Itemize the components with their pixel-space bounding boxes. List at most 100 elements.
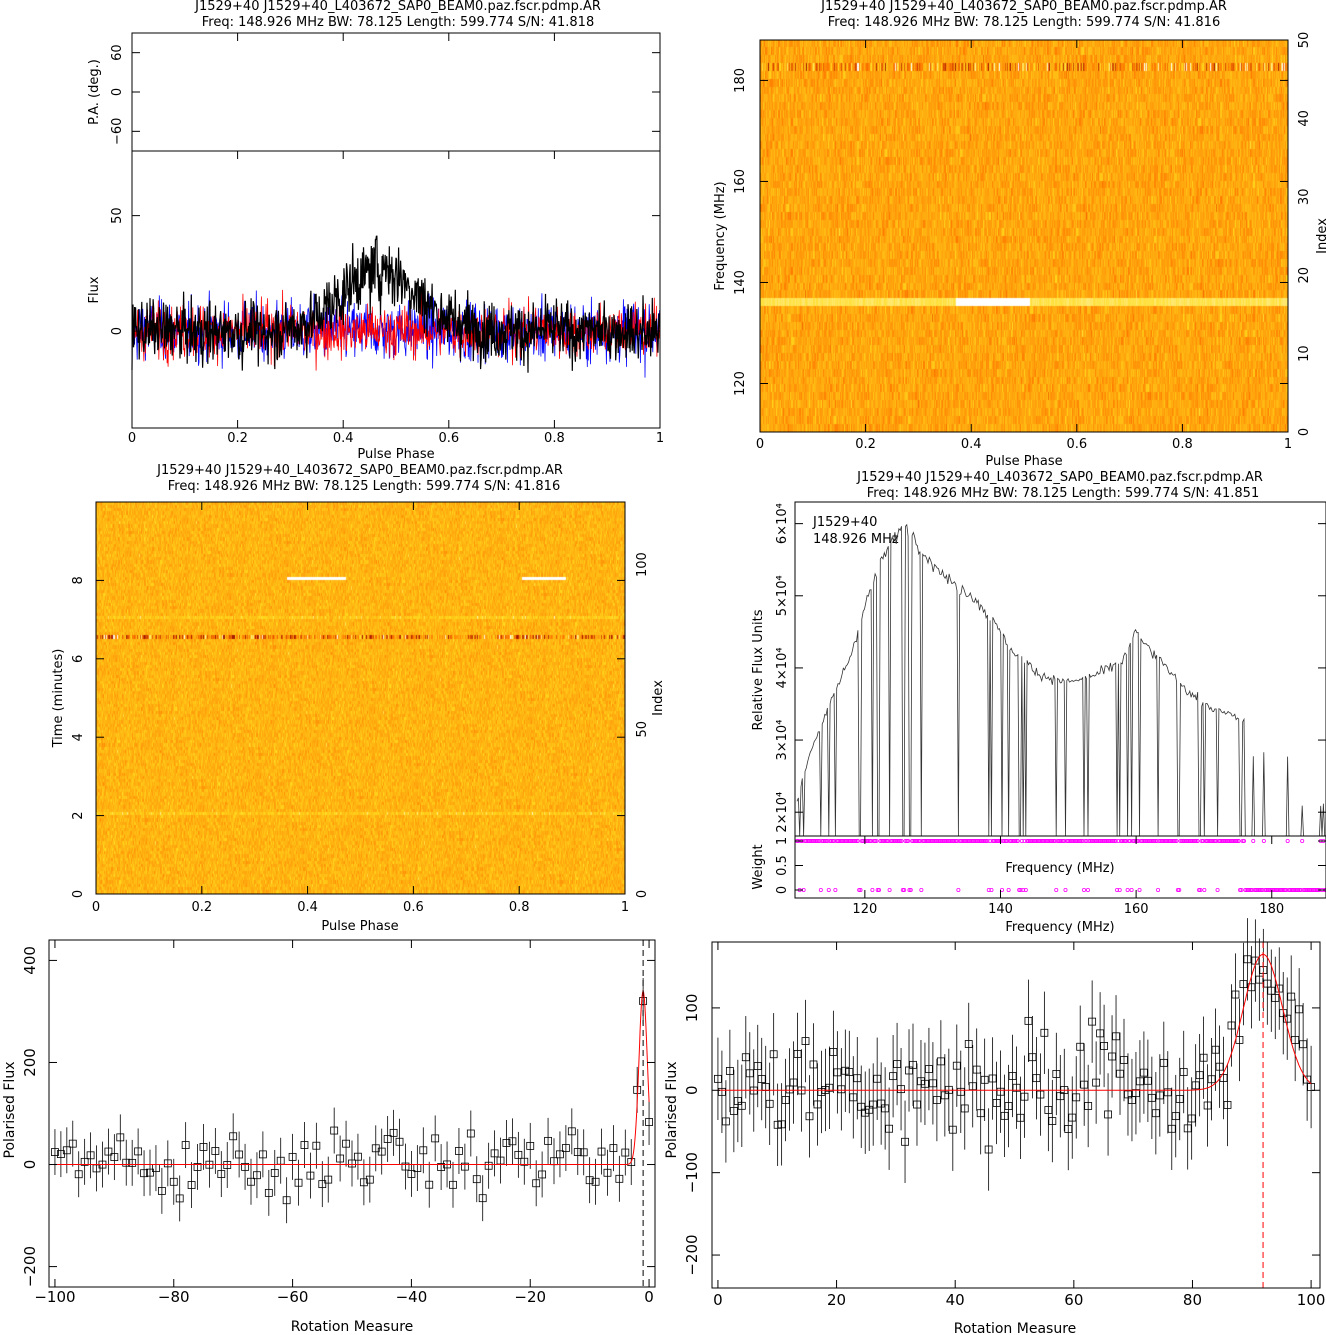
rm-positive-point	[1052, 1032, 1061, 1116]
rm-positive-ylabel: Polarised Flux	[664, 1062, 680, 1159]
point-marker	[419, 1146, 428, 1155]
point-marker	[769, 1050, 778, 1059]
point-marker	[1028, 1053, 1037, 1062]
point-marker	[996, 1087, 1005, 1096]
weight-ylabel: Weight	[751, 844, 766, 889]
rm-negative-x-tick-label: −20	[514, 1288, 546, 1306]
bandpass-y-tick-label: 6×10⁴	[775, 503, 790, 544]
time-phase-x-tick-label: 1	[621, 900, 629, 915]
weight-marker	[962, 839, 967, 844]
weight-marker	[1169, 839, 1174, 844]
rm-positive-point	[753, 1024, 762, 1108]
rm-positive-point	[1088, 980, 1097, 1063]
weight-marker	[1030, 839, 1035, 844]
rm-negative-point	[538, 1151, 547, 1198]
point-marker	[591, 1177, 600, 1186]
weight-marker	[1235, 839, 1240, 844]
point-marker	[964, 1040, 973, 1048]
weight-marker	[1297, 888, 1302, 893]
profile-x-tick-label: 0	[128, 431, 136, 446]
weight-marker	[961, 839, 966, 844]
rm-negative-point	[134, 1128, 143, 1175]
weight-marker	[996, 839, 1001, 844]
weight-marker	[886, 839, 891, 844]
rm-positive-point	[1267, 949, 1276, 1032]
weight-marker	[1256, 888, 1261, 893]
weight-marker	[912, 839, 917, 844]
rm-negative-point	[300, 1122, 309, 1168]
weight-marker	[1072, 839, 1077, 844]
weight-marker	[956, 888, 961, 893]
time-phase-xlabel: Pulse Phase	[321, 919, 398, 934]
point-marker	[940, 1091, 949, 1100]
bandpass-y-tick-label: 2×10⁴	[775, 792, 790, 833]
weight-marker	[1289, 888, 1294, 893]
profile-y-tick-label: 50	[110, 207, 125, 224]
weight-marker	[1066, 839, 1071, 844]
weight-marker	[817, 839, 822, 844]
weight-marker	[1218, 839, 1223, 844]
weight-marker	[1025, 839, 1030, 844]
weight-marker	[1310, 888, 1315, 893]
point-marker	[1076, 1042, 1085, 1051]
point-marker	[306, 1171, 315, 1180]
point-marker	[270, 1169, 279, 1177]
rm-positive-point	[837, 1048, 846, 1131]
weight-marker	[805, 839, 810, 844]
weight-marker	[820, 839, 825, 844]
point-marker	[217, 1170, 226, 1178]
weight-marker	[1247, 888, 1252, 893]
weight-marker	[1177, 888, 1182, 893]
point-marker	[140, 1169, 148, 1178]
point-marker	[324, 1175, 333, 1184]
rm-positive-point	[881, 1067, 890, 1150]
rm-positive-point	[714, 1037, 722, 1121]
pa-ylabel: P.A. (deg.)	[87, 59, 102, 125]
rm-positive-y-tick-label: 100	[683, 994, 701, 1023]
point-marker	[544, 1136, 552, 1145]
point-marker	[881, 1104, 890, 1113]
weight-marker	[882, 839, 887, 844]
point-marker	[1299, 1040, 1308, 1049]
point-marker	[984, 1145, 993, 1154]
point-marker	[1295, 1005, 1304, 1014]
freq-phase-index-tick-label: 50	[1297, 32, 1312, 49]
point-marker	[869, 1100, 878, 1109]
weight-marker	[1076, 839, 1081, 844]
weight-marker	[1281, 888, 1286, 893]
weight-marker	[984, 839, 989, 844]
point-marker	[1147, 1093, 1156, 1102]
profile-subtitle: Freq: 148.926 MHz BW: 78.125 Length: 599…	[202, 15, 594, 30]
point-marker	[181, 1141, 190, 1149]
point-marker	[921, 1079, 929, 1088]
point-marker	[1179, 1068, 1188, 1076]
rm-negative-point	[181, 1122, 190, 1169]
point-marker	[514, 1150, 523, 1159]
weight-marker	[1242, 839, 1247, 844]
rm-negative-point	[229, 1113, 238, 1160]
weight-marker	[834, 839, 839, 844]
point-marker	[1032, 1074, 1041, 1083]
weight-marker	[847, 839, 852, 844]
rm-negative-point	[532, 1160, 541, 1207]
weight-marker	[877, 888, 882, 893]
point-marker	[1108, 1052, 1116, 1061]
bandpass-x-tick-label: 140	[988, 902, 1013, 917]
rm-positive-point	[984, 1108, 993, 1191]
weight-marker	[1129, 888, 1134, 893]
bandpass-source-label: J1529+40	[812, 515, 877, 530]
rm-positive-point	[1032, 1036, 1041, 1120]
point-marker	[300, 1141, 309, 1149]
profile-xlabel: Pulse Phase	[357, 447, 434, 462]
point-marker	[241, 1162, 249, 1171]
weight-marker	[1304, 888, 1309, 893]
rm-positive-point	[1191, 1044, 1200, 1127]
rm-negative-point	[140, 1150, 148, 1197]
point-marker	[573, 1148, 582, 1156]
point-marker	[199, 1143, 208, 1151]
rm-negative-fit-line	[54, 989, 650, 1165]
rm-negative-point	[68, 1120, 77, 1167]
weight-marker	[1308, 888, 1313, 893]
weight-marker	[923, 839, 928, 844]
weight-marker	[915, 839, 920, 844]
